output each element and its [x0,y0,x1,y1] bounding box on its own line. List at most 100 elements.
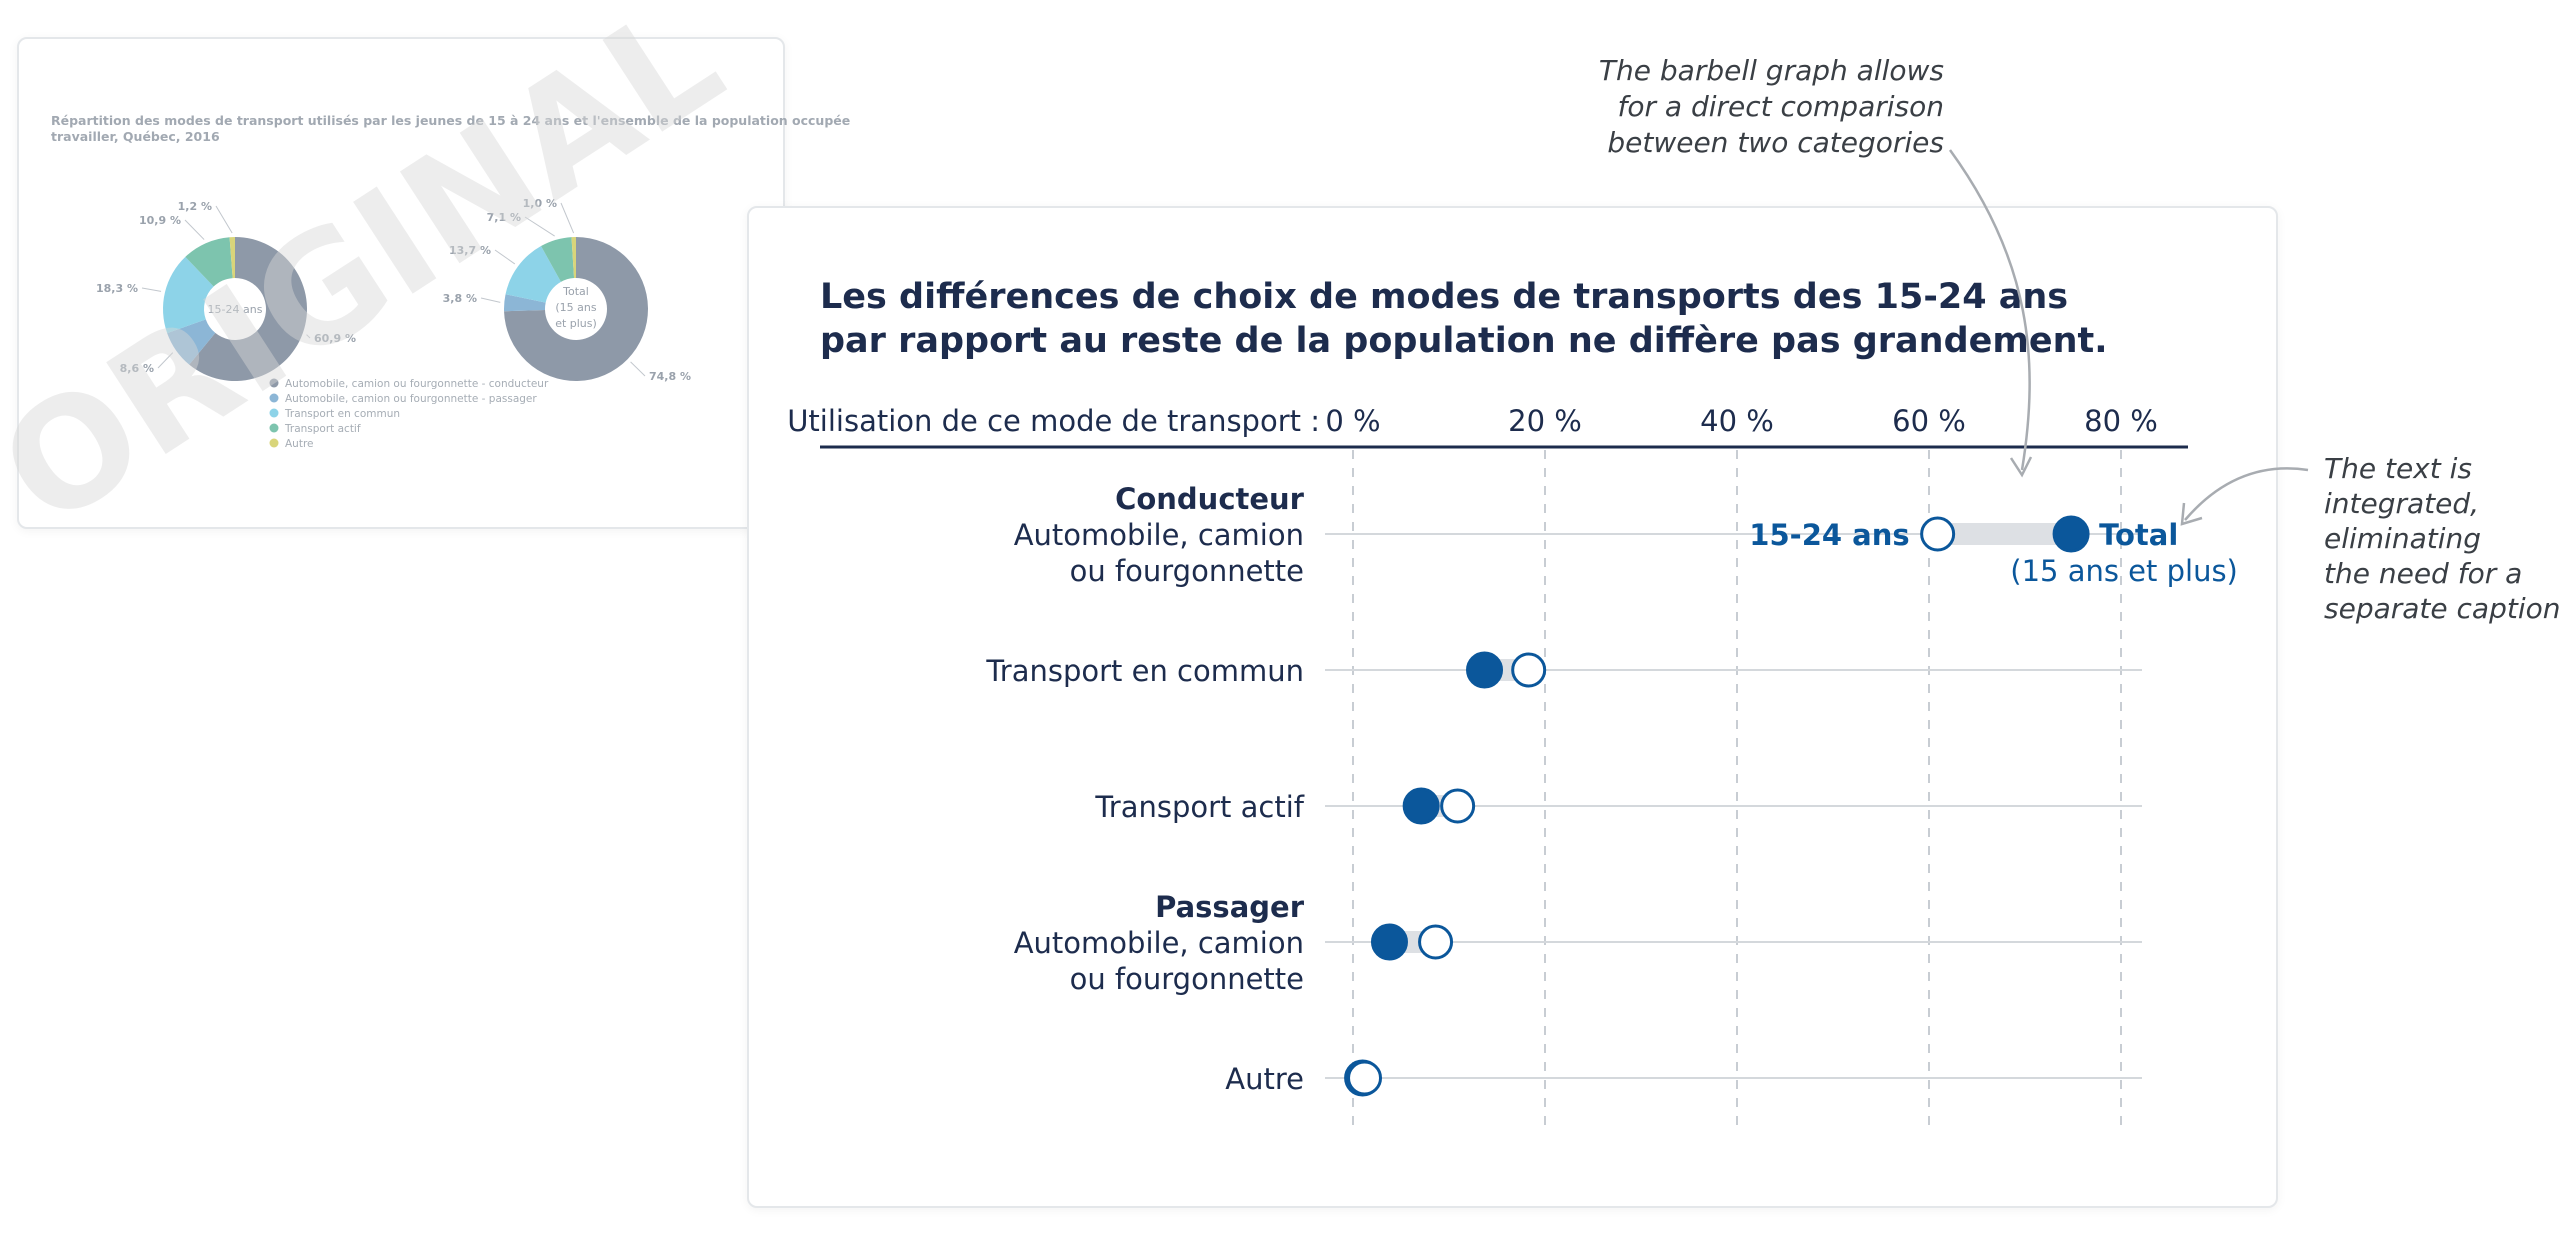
donut-slice-label: 7,1 % [487,211,521,224]
donut-youth: 60,9 % 8,6 % 18,3 % 10,9 %1,2 % 15-24 ans [96,200,356,381]
category-group-label: Conducteur [1115,482,1305,516]
donut-slice [189,237,308,381]
tick-label: 80 % [2084,404,2158,438]
donut-leader [306,334,311,339]
legend-label: Autre [285,438,314,450]
series-label-total: Total [2099,518,2178,552]
top-annotation-line: for a direct comparison [1617,90,1944,123]
tick-label: 60 % [1892,404,1966,438]
donut-slice-label: 10,9 % [139,214,181,227]
donut-leader [630,361,646,377]
legend-swatch [269,378,279,388]
marker-total [1402,787,1440,825]
marker-15-24 [1440,788,1476,824]
donut-slice-label: 18,3 % [96,282,138,295]
category-label: Automobile, camion [1014,518,1304,552]
legend-label: Transport actif [284,423,361,435]
donut-slice-label: 60,9 % [314,332,356,345]
right-annotation-arrowhead [2180,502,2203,526]
donut-slice [505,246,561,303]
marker-total [1370,923,1408,961]
donut-total: 74,8 % 3,8 % 13,7 % 7,1 %1,0 % Total (15 ans e… [443,197,691,383]
legend-label: Automobile, camion ou fourgonnette - con… [285,378,549,390]
series-label-total-sub: (15 ans et plus) [2010,554,2238,588]
legend-swatch [269,438,279,448]
original-title-line: Répartition des modes de transport utili… [51,113,850,128]
tick-label: 20 % [1508,404,1582,438]
donut-center-label: (15 ans [555,301,596,314]
legend-swatch [269,408,279,418]
donut-slice-label: 3,8 % [443,292,477,305]
category-label: Automobile, camion [1014,926,1304,960]
donut-slice-label: 13,7 % [449,244,491,257]
donut-leader [184,219,205,240]
axis-ticks: 0 % 20 % 40 % 60 % 80 % [1325,404,2157,438]
donut-center-label: Total [562,285,589,298]
donut-leader [524,216,555,237]
category-label: ou fourgonnette [1070,962,1304,996]
marker-total [2052,515,2090,553]
right-annotation-line: integrated, [2324,487,2479,520]
legend-swatch [269,423,279,433]
donut-leader [215,205,233,234]
marker-15-24 [1418,924,1454,960]
gridlines [1352,450,2122,1128]
donut-leader [157,352,174,369]
donut-leader [141,287,162,292]
right-annotation-arrow [2184,467,2309,521]
category-label: Transport en commun [985,654,1304,688]
donut-slice-label: 74,8 % [649,370,691,383]
barbell-chart-card [747,206,2278,1208]
donut-slice [504,237,648,381]
original-legend: Automobile, camion ou fourgonnette - con… [269,378,549,450]
donut-slice [163,256,214,334]
category-label: Autre [1225,1062,1304,1096]
tick-label: 0 % [1325,404,1380,438]
legend-label: Transport en commun [284,408,400,420]
legend-label: Automobile, camion ou fourgonnette - pas… [285,393,537,405]
top-annotation-arrowhead [2009,456,2033,478]
right-annotation-line: eliminating [2324,522,2481,555]
original-chart: Répartition des modes de transport utili… [0,0,850,561]
barbell-row: Autre [1225,1059,2142,1097]
category-group-label: Passager [1155,890,1305,924]
original-chart-card: Répartition des modes de transport utili… [0,0,850,561]
legend-swatch [269,393,279,403]
marker-15-24 [1347,1060,1383,1096]
series-label-15-24: 15-24 ans [1749,518,1909,552]
donut-leader [560,202,575,234]
top-annotation-line: The barbell graph allows [1599,54,1944,87]
axis-label: Utilisation de ce mode de transport : [787,404,1320,438]
series-labels: 15-24 ans Total(15 ans et plus) [1749,518,2238,588]
donut-slice [571,237,576,279]
right-annotation-line: The text is [2324,452,2472,485]
category-label: ou fourgonnette [1070,554,1304,588]
marker-total [1466,651,1504,689]
right-annotation-line: the need for a [2324,557,2522,590]
chart-title-line: par rapport au reste de la population ne… [820,321,2108,361]
original-chart-title: Répartition des modes de transport utili… [51,113,850,144]
marker-15-24 [1511,652,1547,688]
barbell-row: Transport en commun [985,651,2142,689]
donut-slice [185,237,233,287]
top-annotation-line: between two categories [1607,126,1944,159]
marker-15-24 [1920,516,1956,552]
tick-label: 40 % [1700,404,1774,438]
right-annotation-line: separate caption [2324,592,2560,625]
donut-slice [541,237,575,282]
donut-slice [504,294,546,312]
category-label: Transport actif [1094,790,1304,824]
donut-leader [494,249,516,265]
donut-leader [480,297,501,303]
chart-title-line: Les différences de choix de modes de tra… [820,277,2068,317]
donut-slice [229,237,235,279]
chart-title: Les différences de choix de modes de tra… [820,277,2108,361]
donut-slice-label: 1,2 % [178,200,212,213]
